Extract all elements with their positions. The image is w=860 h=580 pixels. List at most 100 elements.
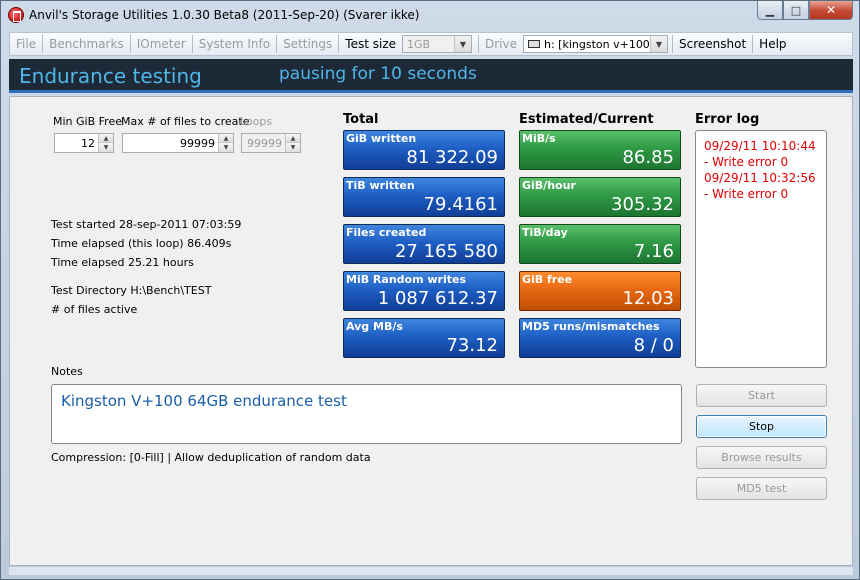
chevron-down-icon[interactable]: ▼ bbox=[454, 36, 471, 52]
chevron-down-icon[interactable]: ▼ bbox=[99, 143, 113, 152]
window-controls: ▁ □ ✕ bbox=[757, 1, 853, 21]
tile-value: 1 087 612.37 bbox=[377, 288, 498, 309]
chevron-down-icon[interactable]: ▼ bbox=[650, 36, 667, 52]
drive-select[interactable]: h: [kingston v+100] ▼ bbox=[523, 35, 668, 53]
min-gib-free-label: Min GiB Free bbox=[53, 115, 122, 128]
error-log-title: Error log bbox=[695, 112, 760, 127]
drive-value: h: [kingston v+100] bbox=[544, 37, 655, 51]
test-directory-text: Test Directory H:\Bench\TEST bbox=[51, 284, 212, 297]
tile-value: 81 322.09 bbox=[406, 147, 498, 168]
stepper-buttons[interactable]: ▲ ▼ bbox=[285, 134, 300, 152]
stat-tile-gib-written: GiB written 81 322.09 bbox=[343, 130, 505, 170]
stat-tile-gib-free: GiB free 12.03 bbox=[519, 271, 681, 311]
menu-separator bbox=[129, 35, 131, 53]
min-gib-free-stepper[interactable]: 12 ▲ ▼ bbox=[54, 133, 114, 153]
anvil-app-icon[interactable] bbox=[8, 7, 24, 23]
tile-label: TiB/day bbox=[522, 226, 568, 239]
window-bottom-border bbox=[9, 567, 853, 575]
loops-value: 99999 bbox=[247, 137, 282, 150]
menu-settings[interactable]: Settings bbox=[283, 37, 333, 51]
tile-label: Files created bbox=[346, 226, 427, 239]
close-button[interactable]: ✕ bbox=[809, 1, 853, 20]
tile-value: 12.03 bbox=[622, 288, 674, 309]
tile-label: MiB Random writes bbox=[346, 273, 467, 286]
status-text: pausing for 10 seconds bbox=[279, 64, 477, 84]
menu-bar: File Benchmarks IOmeter System Info Sett… bbox=[9, 32, 853, 56]
start-button[interactable]: Start bbox=[696, 384, 827, 407]
time-elapsed-text: Time elapsed 25.21 hours bbox=[51, 256, 194, 269]
tile-label: MD5 runs/mismatches bbox=[522, 320, 660, 333]
stat-tile-mibs: MiB/s 86.85 bbox=[519, 130, 681, 170]
drive-label: Drive bbox=[485, 37, 517, 51]
chevron-down-icon[interactable]: ▼ bbox=[219, 143, 233, 152]
tile-value: 86.85 bbox=[622, 147, 674, 168]
minimize-button[interactable]: ▁ bbox=[757, 1, 783, 20]
title-bar[interactable]: Anvil's Storage Utilities 1.0.30 Beta8 (… bbox=[1, 1, 859, 31]
menu-iometer[interactable]: IOmeter bbox=[136, 37, 186, 51]
min-gib-free-value: 12 bbox=[81, 137, 95, 150]
loops-label: Loops bbox=[240, 115, 273, 128]
menu-separator bbox=[338, 35, 340, 53]
window-title: Anvil's Storage Utilities 1.0.30 Beta8 (… bbox=[29, 8, 420, 22]
menu-separator bbox=[672, 35, 673, 53]
total-title: Total bbox=[343, 112, 379, 127]
estimated-title: Estimated/Current bbox=[519, 112, 654, 127]
notes-text: Kingston V+100 64GB endurance test bbox=[61, 392, 347, 410]
chevron-up-icon[interactable]: ▲ bbox=[99, 134, 113, 143]
tile-value: 73.12 bbox=[446, 335, 498, 356]
menu-screenshot[interactable]: Screenshot bbox=[679, 37, 747, 51]
tile-label: TiB written bbox=[346, 179, 415, 192]
max-files-label: Max # of files to create bbox=[121, 115, 250, 128]
stat-tile-mib-random-writes: MiB Random writes 1 087 612.37 bbox=[343, 271, 505, 311]
status-header: Endurance testing pausing for 10 seconds bbox=[9, 59, 853, 93]
menu-benchmarks[interactable]: Benchmarks bbox=[49, 37, 124, 51]
menu-separator bbox=[42, 35, 44, 53]
menu-separator bbox=[478, 35, 479, 53]
tile-value: 8 / 0 bbox=[633, 335, 674, 356]
loops-stepper[interactable]: 99999 ▲ ▼ bbox=[241, 133, 301, 153]
chevron-down-icon[interactable]: ▼ bbox=[286, 143, 300, 152]
stat-tile-tib-written: TiB written 79.4161 bbox=[343, 177, 505, 217]
tile-label: Avg MB/s bbox=[346, 320, 403, 333]
stat-tile-avg-mbs: Avg MB/s 73.12 bbox=[343, 318, 505, 358]
tile-label: MiB/s bbox=[522, 132, 556, 145]
tile-label: GiB written bbox=[346, 132, 417, 145]
menu-system-info[interactable]: System Info bbox=[198, 37, 271, 51]
error-log-list[interactable]: 09/29/11 10:10:44 - Write error 0 09/29/… bbox=[695, 130, 827, 368]
tile-label: GiB free bbox=[522, 273, 573, 286]
test-started-text: Test started 28-sep-2011 07:03:59 bbox=[51, 218, 242, 231]
browse-results-button[interactable]: Browse results bbox=[696, 446, 827, 469]
max-files-value: 99999 bbox=[180, 137, 215, 150]
menu-file[interactable]: File bbox=[16, 37, 37, 51]
md5-test-button[interactable]: MD5 test bbox=[696, 477, 827, 500]
menu-separator bbox=[191, 35, 193, 53]
stat-tile-md5-runs: MD5 runs/mismatches 8 / 0 bbox=[519, 318, 681, 358]
max-files-stepper[interactable]: 99999 ▲ ▼ bbox=[122, 133, 234, 153]
test-size-value: 1GB bbox=[407, 37, 431, 51]
stat-tile-files-created: Files created 27 165 580 bbox=[343, 224, 505, 264]
tile-value: 27 165 580 bbox=[394, 241, 498, 262]
stat-tile-tib-day: TiB/day 7.16 bbox=[519, 224, 681, 264]
tile-value: 79.4161 bbox=[423, 194, 498, 215]
maximize-button[interactable]: □ bbox=[783, 1, 809, 20]
stop-button[interactable]: Stop bbox=[696, 415, 827, 438]
chevron-up-icon[interactable]: ▲ bbox=[219, 134, 233, 143]
error-log-line: - Write error 0 bbox=[704, 155, 789, 169]
chevron-up-icon[interactable]: ▲ bbox=[286, 134, 300, 143]
error-log-line: 09/29/11 10:32:56 bbox=[704, 171, 816, 185]
test-size-label: Test size bbox=[345, 37, 396, 51]
tile-value: 305.32 bbox=[611, 194, 674, 215]
main-panel: Min GiB Free 12 ▲ ▼ Max # of files to cre… bbox=[9, 96, 853, 566]
error-log-line: 09/29/11 10:10:44 bbox=[704, 139, 816, 153]
stepper-buttons[interactable]: ▲ ▼ bbox=[218, 134, 233, 152]
menu-help[interactable]: Help bbox=[759, 37, 787, 51]
stat-tile-gib-hour: GiB/hour 305.32 bbox=[519, 177, 681, 217]
error-log-line: - Write error 0 bbox=[704, 187, 789, 201]
notes-input[interactable]: Kingston V+100 64GB endurance test bbox=[51, 384, 682, 444]
stepper-buttons[interactable]: ▲ ▼ bbox=[98, 134, 113, 152]
tile-label: GiB/hour bbox=[522, 179, 576, 192]
test-size-select[interactable]: 1GB ▼ bbox=[402, 35, 472, 53]
menu-separator bbox=[276, 35, 278, 53]
notes-label: Notes bbox=[51, 365, 83, 378]
